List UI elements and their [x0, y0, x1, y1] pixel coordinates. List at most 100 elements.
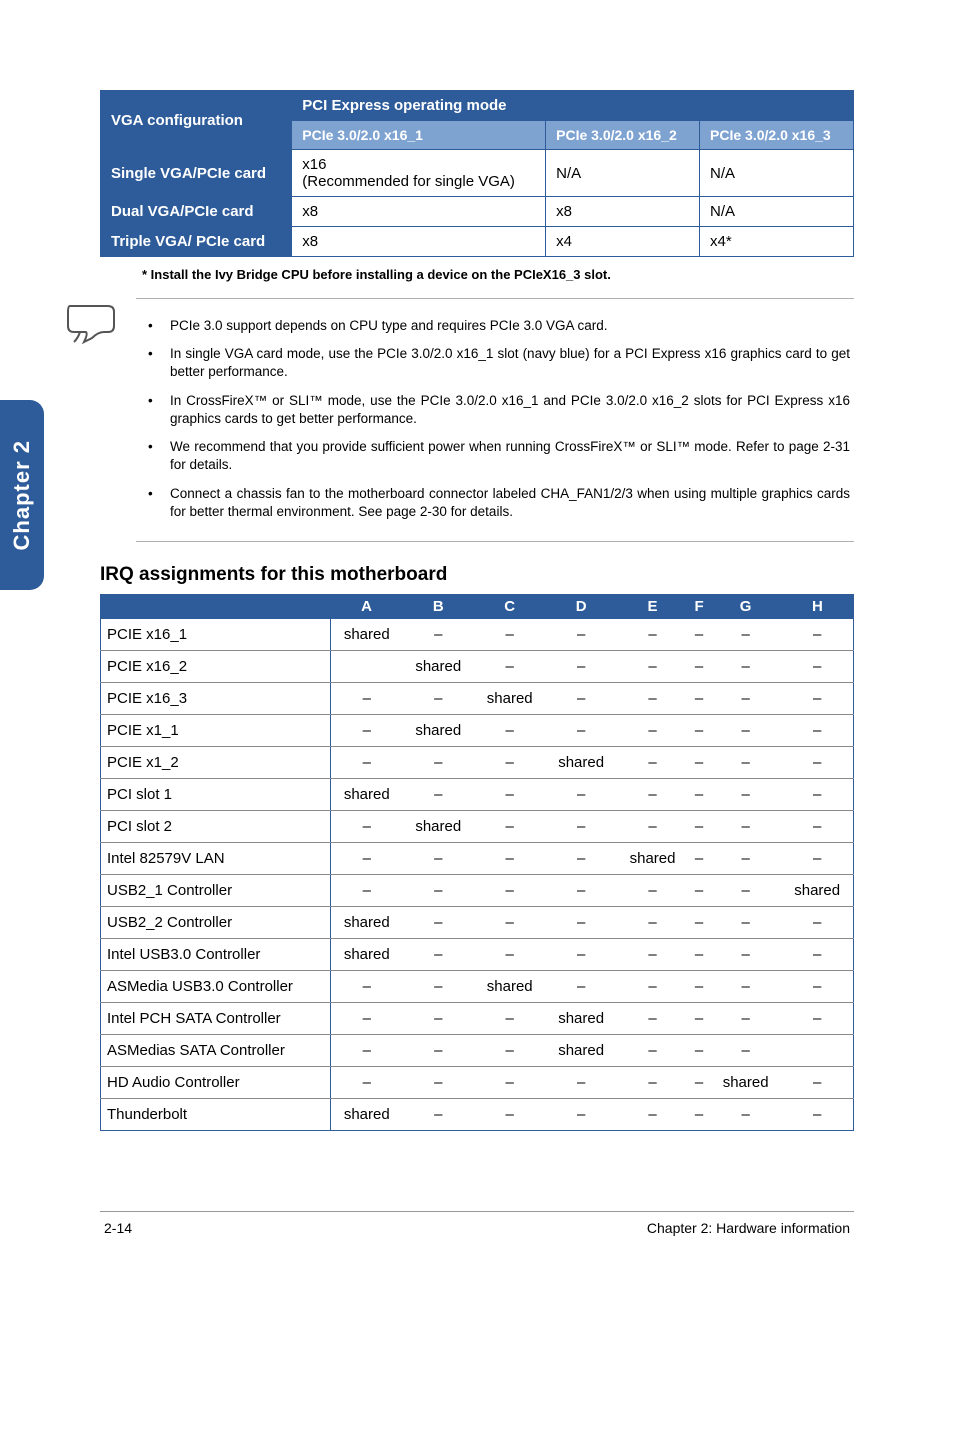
pci-cell: N/A — [546, 150, 700, 197]
irq-cell: – — [710, 682, 781, 714]
irq-cell: shared — [474, 682, 545, 714]
pci-cell: N/A — [700, 150, 854, 197]
irq-cell: – — [545, 810, 616, 842]
irq-cell: – — [617, 1034, 688, 1066]
note-icon — [62, 298, 118, 542]
vga-config-header: VGA configuration — [101, 91, 292, 150]
irq-cell — [781, 1034, 853, 1066]
irq-cell: shared — [403, 714, 474, 746]
irq-device-name: ASMedias SATA Controller — [101, 1034, 331, 1066]
irq-cell: – — [403, 842, 474, 874]
irq-column-header: A — [331, 594, 403, 619]
chapter-side-tab: Chapter 2 — [0, 400, 44, 590]
irq-cell: – — [545, 650, 616, 682]
irq-cell: – — [781, 1098, 853, 1130]
irq-cell: – — [688, 842, 710, 874]
note-item: In CrossFireX™ or SLI™ mode, use the PCI… — [146, 392, 850, 428]
irq-device-name: ASMedia USB3.0 Controller — [101, 970, 331, 1002]
irq-cell: – — [403, 874, 474, 906]
irq-cell: – — [781, 682, 853, 714]
irq-cell: – — [617, 938, 688, 970]
irq-cell: – — [781, 810, 853, 842]
irq-cell: – — [781, 906, 853, 938]
pci-cell: x16 (Recommended for single VGA) — [292, 150, 546, 197]
irq-cell: – — [688, 970, 710, 1002]
pci-row-header: Triple VGA/ PCIe card — [101, 227, 292, 257]
irq-cell: – — [474, 1002, 545, 1034]
irq-cell: shared — [710, 1066, 781, 1098]
irq-cell: – — [474, 1034, 545, 1066]
irq-device-name: Intel 82579V LAN — [101, 842, 331, 874]
irq-cell: – — [688, 682, 710, 714]
irq-cell: – — [688, 778, 710, 810]
pci-subheader: PCIe 3.0/2.0 x16_2 — [546, 121, 700, 150]
pci-cell: N/A — [700, 197, 854, 227]
irq-cell: – — [545, 938, 616, 970]
irq-cell: – — [688, 938, 710, 970]
irq-device-name: PCIE x16_3 — [101, 682, 331, 714]
irq-cell: – — [545, 970, 616, 1002]
irq-column-header: G — [710, 594, 781, 619]
pci-subheader: PCIe 3.0/2.0 x16_1 — [292, 121, 546, 150]
irq-cell: – — [331, 842, 403, 874]
irq-cell: – — [710, 714, 781, 746]
pci-cell: x4* — [700, 227, 854, 257]
pci-cell: x8 — [292, 227, 546, 257]
irq-cell: – — [331, 1066, 403, 1098]
irq-cell: – — [781, 619, 853, 651]
irq-cell: – — [403, 778, 474, 810]
irq-cell: – — [688, 619, 710, 651]
irq-cell: – — [710, 970, 781, 1002]
pci-mode-table: VGA configuration PCI Express operating … — [100, 90, 854, 257]
irq-cell: – — [688, 810, 710, 842]
irq-cell: – — [474, 874, 545, 906]
irq-cell: – — [331, 810, 403, 842]
irq-cell: – — [688, 906, 710, 938]
irq-cell: – — [688, 746, 710, 778]
pci-mode-header: PCI Express operating mode — [292, 91, 854, 121]
irq-column-header: C — [474, 594, 545, 619]
irq-cell: – — [403, 906, 474, 938]
irq-cell: – — [474, 842, 545, 874]
irq-column-header: E — [617, 594, 688, 619]
irq-cell: shared — [331, 938, 403, 970]
irq-cell: – — [617, 746, 688, 778]
irq-device-name: PCI slot 2 — [101, 810, 331, 842]
irq-cell: shared — [403, 810, 474, 842]
irq-cell: shared — [545, 1002, 616, 1034]
irq-cell: – — [617, 778, 688, 810]
irq-cell: – — [545, 874, 616, 906]
irq-cell: – — [474, 650, 545, 682]
note-item: We recommend that you provide sufficient… — [146, 438, 850, 474]
irq-cell: – — [688, 1098, 710, 1130]
irq-cell: – — [781, 746, 853, 778]
irq-table: ABCDEFGH PCIE x16_1shared–––––––PCIE x16… — [100, 594, 854, 1131]
irq-cell: – — [710, 842, 781, 874]
irq-cell: shared — [617, 842, 688, 874]
irq-cell: – — [403, 970, 474, 1002]
irq-device-name: Intel USB3.0 Controller — [101, 938, 331, 970]
irq-cell: – — [617, 810, 688, 842]
irq-cell: – — [710, 874, 781, 906]
irq-device-name: PCI slot 1 — [101, 778, 331, 810]
irq-cell: – — [617, 1066, 688, 1098]
irq-cell: – — [331, 682, 403, 714]
irq-cell: – — [781, 1066, 853, 1098]
irq-cell: shared — [331, 619, 403, 651]
irq-cell: – — [688, 714, 710, 746]
irq-cell: – — [781, 938, 853, 970]
irq-cell: – — [545, 1098, 616, 1130]
irq-device-name: Thunderbolt — [101, 1098, 331, 1130]
irq-device-name: USB2_1 Controller — [101, 874, 331, 906]
irq-cell: – — [617, 874, 688, 906]
irq-cell: – — [331, 1002, 403, 1034]
pci-row-header: Dual VGA/PCIe card — [101, 197, 292, 227]
irq-cell: shared — [545, 746, 616, 778]
irq-cell: – — [710, 778, 781, 810]
irq-cell: – — [474, 746, 545, 778]
irq-device-name: PCIE x16_2 — [101, 650, 331, 682]
irq-cell: – — [403, 619, 474, 651]
irq-cell: – — [710, 938, 781, 970]
irq-cell: shared — [474, 970, 545, 1002]
irq-cell: – — [710, 906, 781, 938]
